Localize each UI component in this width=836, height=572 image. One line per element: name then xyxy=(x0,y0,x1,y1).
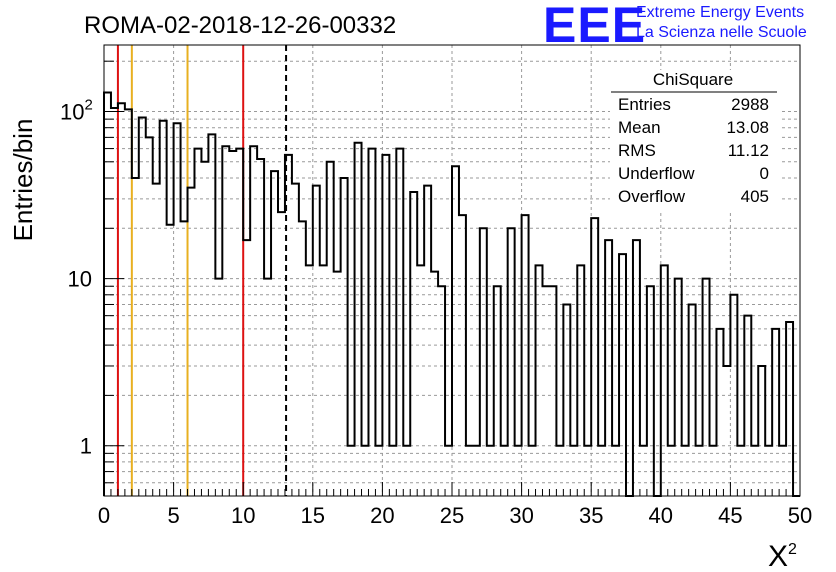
x-tick-label: 5 xyxy=(167,503,179,528)
stats-value: 11.12 xyxy=(728,141,769,160)
stats-label: Entries xyxy=(618,95,671,114)
x-tick-label: 45 xyxy=(718,503,742,528)
x-tick-label: 10 xyxy=(231,503,255,528)
x-tick-label: 50 xyxy=(788,503,812,528)
stats-label: Mean xyxy=(618,118,661,137)
y-axis-ticks: 1 10 102 xyxy=(60,60,124,484)
x-tick-label: 35 xyxy=(579,503,603,528)
chart-title: ROMA-02-2018-12-26-00332 xyxy=(84,12,396,39)
stats-value: 13.08 xyxy=(726,118,769,137)
x-tick-label: 25 xyxy=(440,503,464,528)
x-axis-ticks: 0 5 10 15 20 25 30 35 40 45 50 xyxy=(98,482,812,528)
y-axis-label: Entries/bin xyxy=(8,119,38,242)
y-tick-label: 10 xyxy=(68,267,92,292)
stats-box: ChiSquare Entries 2988 Mean 13.08 RMS 11.12 Un… xyxy=(610,70,780,210)
eee-logo: EEE xyxy=(543,0,647,53)
x-axis-label: X2 xyxy=(768,540,797,572)
x-tick-label: 40 xyxy=(649,503,673,528)
x-tick-label: 0 xyxy=(98,503,110,528)
x-tick-label: 15 xyxy=(301,503,325,528)
stats-value: 405 xyxy=(741,187,769,206)
x-tick-label: 30 xyxy=(509,503,533,528)
stats-title: ChiSquare xyxy=(653,70,733,89)
logo-tagline-1: Extreme Energy Events xyxy=(636,4,805,21)
stats-value: 2988 xyxy=(731,95,769,114)
stats-value: 0 xyxy=(760,164,769,183)
x-axis-label-base: X xyxy=(768,540,788,572)
y-tick-label: 1 xyxy=(80,434,92,459)
stats-label: RMS xyxy=(618,141,656,160)
logo-tagline-2: La Scienza nelle Scuole xyxy=(636,24,807,41)
marker-lines xyxy=(116,45,288,496)
stats-label: Overflow xyxy=(618,187,686,206)
stats-label: Underflow xyxy=(618,164,695,183)
histogram-outline xyxy=(103,91,800,497)
x-tick-label: 20 xyxy=(370,503,394,528)
y-tick-label: 102 xyxy=(60,96,93,124)
x-axis-label-sup: 2 xyxy=(788,541,797,558)
